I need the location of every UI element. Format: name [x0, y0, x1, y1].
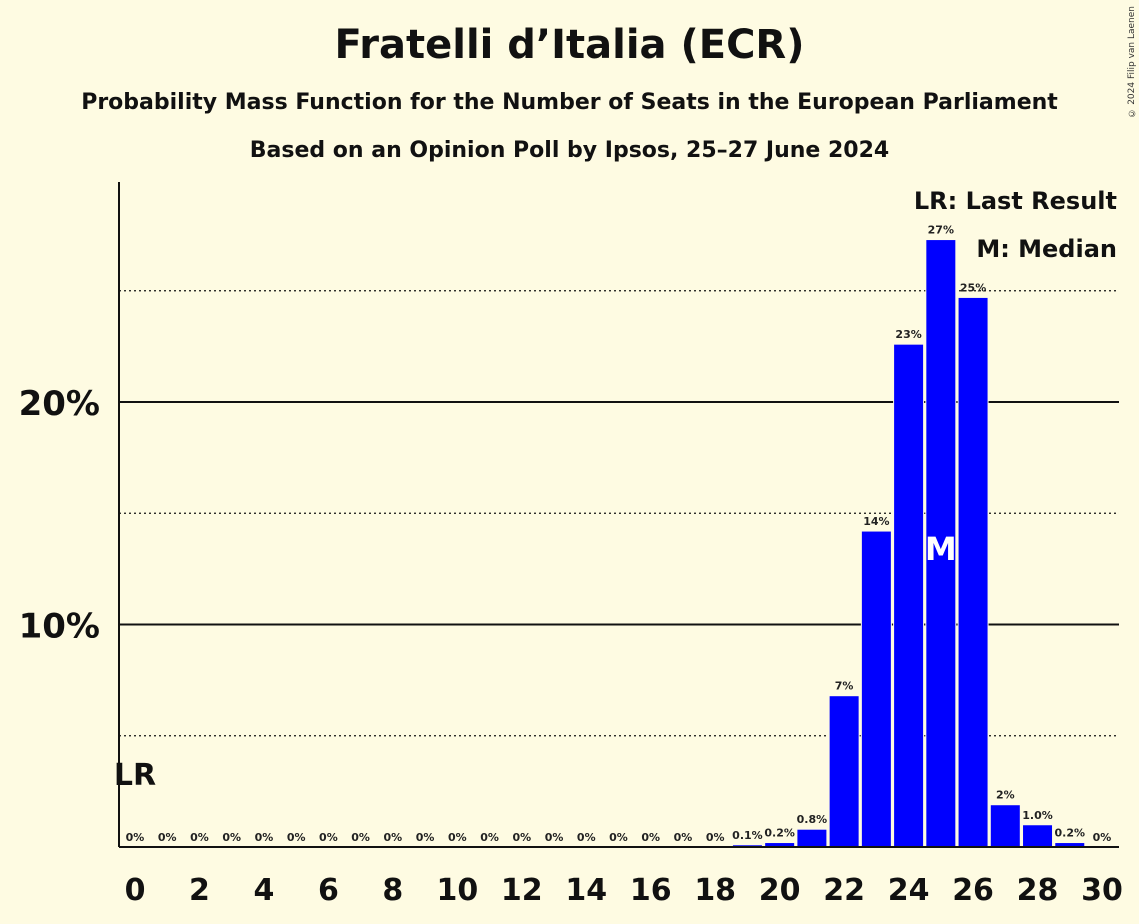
x-tick-label: 12: [501, 873, 543, 908]
last-result-marker: LR: [114, 758, 156, 793]
bar: [796, 828, 828, 848]
bar: [1022, 824, 1054, 848]
x-tick-label: 0: [125, 873, 146, 908]
data-label: 27%: [928, 224, 954, 237]
data-label: 14%: [863, 515, 889, 528]
bar: [893, 343, 925, 848]
bar: [925, 239, 957, 848]
chart-title: Fratelli d’Italia (ECR): [334, 22, 805, 68]
bar: [957, 296, 989, 848]
x-tick-label: 16: [630, 873, 672, 908]
data-label: 25%: [960, 281, 986, 294]
bar: [989, 804, 1021, 848]
x-tick-label: 2: [189, 873, 210, 908]
y-tick-label: 10%: [19, 607, 100, 647]
data-label: 2%: [996, 789, 1015, 802]
data-label: 0%: [706, 831, 725, 844]
median-marker: M: [925, 530, 957, 568]
x-tick-label: 4: [253, 873, 274, 908]
data-label: 23%: [895, 328, 921, 341]
data-label: 0.2%: [1055, 827, 1086, 840]
x-tick-label: 14: [565, 873, 607, 908]
data-label: 0%: [609, 831, 628, 844]
data-label: 1.0%: [1022, 809, 1053, 822]
data-label: 7%: [835, 680, 854, 693]
legend-median: M: Median: [976, 235, 1117, 263]
bar: [828, 695, 860, 848]
data-label: 0.2%: [764, 827, 795, 840]
x-tick-label: 28: [1017, 873, 1059, 908]
data-label: 0%: [255, 831, 274, 844]
data-label: 0%: [512, 831, 531, 844]
data-label: 0%: [448, 831, 467, 844]
data-label: 0%: [641, 831, 660, 844]
data-label: 0%: [1093, 831, 1112, 844]
data-label: 0%: [577, 831, 596, 844]
x-tick-label: 20: [759, 873, 801, 908]
data-label: 0%: [416, 831, 435, 844]
data-label: 0%: [319, 831, 338, 844]
data-label: 0%: [480, 831, 499, 844]
data-label: 0%: [351, 831, 370, 844]
data-label: 0.8%: [797, 813, 828, 826]
data-label: 0%: [384, 831, 403, 844]
data-label: 0%: [158, 831, 177, 844]
data-label: 0%: [287, 831, 306, 844]
x-tick-label: 22: [823, 873, 865, 908]
data-label: 0.1%: [732, 829, 763, 842]
chart-subtitle-poll: Based on an Opinion Poll by Ipsos, 25–27…: [249, 138, 890, 163]
x-tick-label: 10: [436, 873, 478, 908]
chart-subtitle: Probability Mass Function for the Number…: [81, 90, 1058, 115]
data-label: 0%: [545, 831, 564, 844]
x-tick-label: 24: [888, 873, 930, 908]
y-tick-label: 20%: [19, 384, 100, 424]
data-label: 0%: [190, 831, 209, 844]
x-tick-label: 30: [1081, 873, 1123, 908]
bar: [860, 530, 892, 848]
x-tick-label: 26: [952, 873, 994, 908]
x-tick-label: 18: [694, 873, 736, 908]
x-tick-label: 6: [318, 873, 339, 908]
legend-last-result: LR: Last Result: [914, 187, 1117, 215]
x-tick-label: 8: [382, 873, 403, 908]
data-label: 0%: [126, 831, 145, 844]
data-label: 0%: [222, 831, 241, 844]
data-label: 0%: [674, 831, 693, 844]
